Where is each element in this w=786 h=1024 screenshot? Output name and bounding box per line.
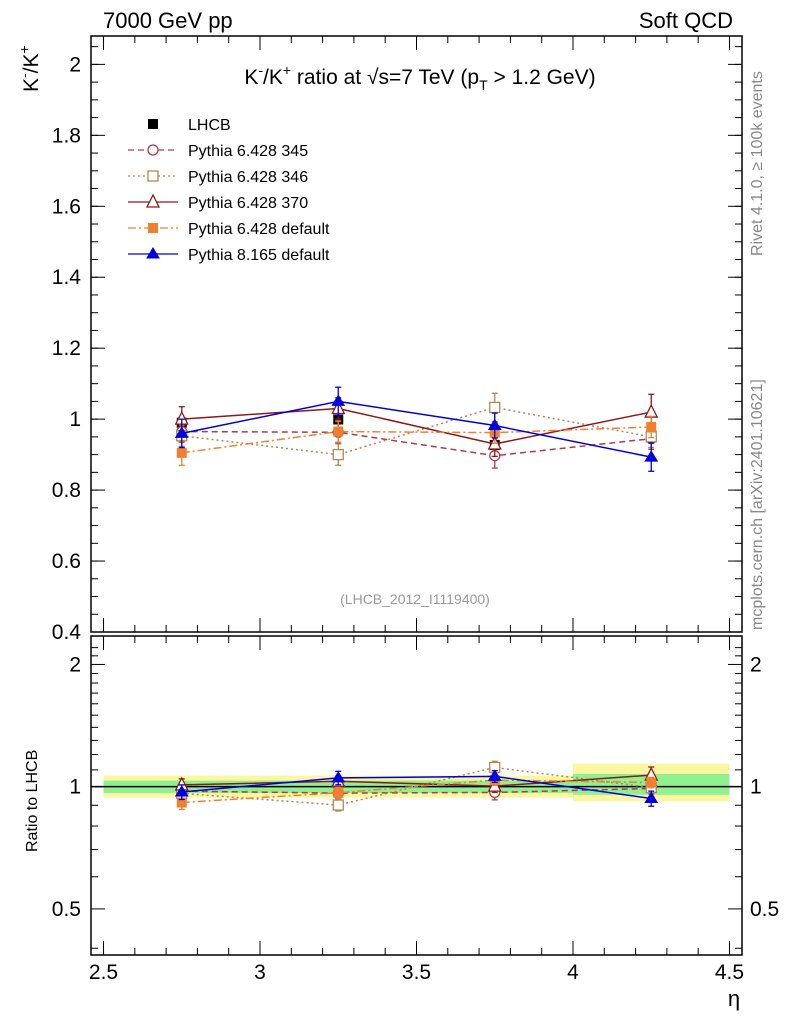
legend-marker-2 [145,193,161,208]
ratio-series-line-4 [181,775,652,800]
x-tick-label: 2.5 [89,961,118,984]
upper-series-line-0 [181,430,652,457]
x-tick-label: 3.5 [402,961,431,984]
y-tick-label: 0.8 [52,479,81,502]
ratio-series-point-3 [333,787,344,798]
legend-marker-0 [147,144,159,156]
upper-series-point-3 [333,426,344,437]
chart-title: K-/K+ ratio at √s=7 TeV (pT > 1.2 GeV) [244,62,595,93]
ratio-series-point-4 [487,769,502,781]
axes-layer: 0.4 0.6 0.8 1 1.2 1.4 1.6 1.8 2 0.5 0.5 1 1 2 2 2.5 3 3.5… [52,35,779,984]
ratio-series-point-3 [646,777,657,788]
upper-series-point-4 [644,450,659,462]
analysis-id: (LHCB_2012_I1119400) [340,591,490,607]
legend-marker-1 [147,170,159,182]
ratio-y-tick-label-right: 2 [750,653,762,676]
ratio-series-line-1 [181,766,652,806]
y-tick-label: 1.4 [52,266,82,289]
y-tick-label: 1.2 [52,337,81,360]
upper-series-line-3 [181,426,652,454]
series-layer [174,386,659,812]
y-tick-label: 2 [69,53,81,76]
y-tick-label: 0.4 [52,621,82,644]
upper-series-point-4 [174,426,189,438]
mcplots-label: mcplots.cern.ch [arXiv:2401.10621] [749,379,766,630]
upper-series-line-1 [181,406,652,456]
legend-marker-4 [146,247,160,259]
y-tick-label: 0.6 [52,550,81,573]
legend-marker-3 [148,223,158,233]
ratio-y-tick-label-right: 0.5 [750,898,779,921]
ratio-y-tick-label: 0.5 [52,898,81,921]
y-tick-label: 1 [69,408,81,431]
x-tick-label: 4 [567,961,579,984]
legend-marker-data [148,119,158,129]
upper-series-line-4 [181,400,652,458]
ratio-y-tick-label: 2 [69,653,81,676]
x-axis-label: η [728,986,740,1011]
ratio-series-point-4 [174,785,189,797]
legend-label-3: Pythia 6.428 default [188,221,330,238]
upper-series-point-1 [332,448,344,461]
ratio-y-axis-label: Ratio to LHCB [24,750,41,852]
ratio-y-tick-label-right: 1 [750,776,762,799]
upper-series-point-3 [176,447,187,458]
legend-label-data: LHCB [188,117,231,134]
upper-series-point-4 [487,418,502,431]
legend-label-0: Pythia 6.428 345 [188,143,308,160]
header-left: 7000 GeV pp [103,8,233,33]
upper-series-point-4 [331,394,346,406]
x-tick-label: 3 [254,961,266,984]
legend: LHCB Pythia 6.428 345 Pythia 6.428 346 Pyth… [128,117,330,264]
ratio-series-point-1 [332,799,344,811]
upper-series-line-2 [181,407,652,445]
upper-series-point-1 [489,401,501,414]
upper-series-point-3 [646,421,657,432]
ratio-series-line-3 [181,779,652,804]
legend-label-2: Pythia 6.428 370 [188,195,308,212]
x-tick-label: 4.5 [715,961,744,984]
ratio-series-point-4 [644,791,659,804]
legend-label-4: Pythia 8.165 default [188,247,330,264]
rivet-label: Rivet 4.1.0, ≥ 100k events [749,71,766,256]
y-tick-label: 1.6 [52,195,81,218]
upper-series-point-2 [644,403,659,418]
ratio-series-line-0 [181,787,652,794]
ratio-y-tick-label: 1 [69,776,81,799]
y-axis-label: K-/K+ [16,45,43,92]
y-tick-label: 1.8 [52,124,81,147]
legend-label-1: Pythia 6.428 346 [188,169,308,186]
header-right: Soft QCD [639,8,733,33]
ratio-series-line-2 [181,774,652,787]
ratio-series-point-4 [331,770,346,783]
